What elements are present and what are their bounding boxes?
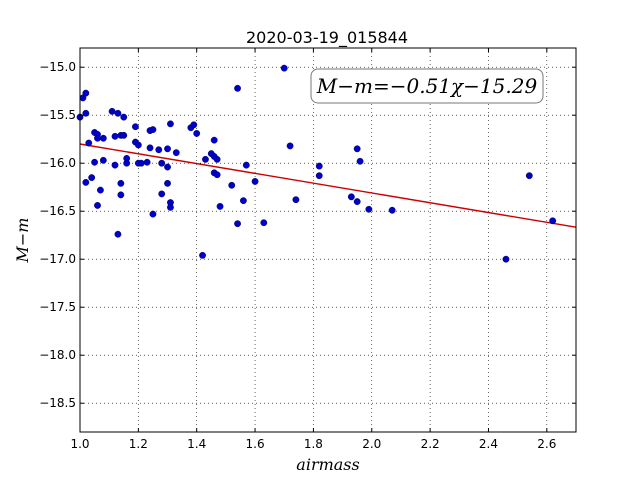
x-tick-label: 2.0 [362,437,381,451]
data-point [210,136,218,144]
data-point [164,163,171,171]
data-point [91,158,98,166]
data-point [213,171,221,179]
y-axis-label: M−m [13,218,32,264]
data-point [353,145,361,153]
data-point [132,123,139,131]
data-point [114,230,122,238]
data-point [239,197,247,205]
x-tick-label: 1.2 [129,437,148,451]
data-point [137,159,145,167]
y-tick-label: −18.0 [39,348,76,362]
data-point [117,191,125,199]
data-point [502,255,510,263]
y-tick-label: −15.0 [39,60,76,74]
data-point [99,134,107,142]
data-point [193,130,201,137]
data-point [82,109,90,117]
x-tick-label: 1.0 [70,437,89,451]
x-axis: 1.0 1.2 1.4 1.6 1.8 2.0 2.2 2.4 2.6 [70,48,556,451]
grid [80,48,576,432]
data-point [167,120,174,128]
data-point [213,155,221,163]
data-point [117,179,125,187]
data-point [97,186,104,194]
data-point [108,107,116,115]
data-point [164,179,171,187]
data-point [347,193,355,201]
data-point [549,217,557,225]
data-point [190,121,198,129]
data-point [149,126,157,134]
x-tick-label: 2.2 [421,437,440,451]
data-point [525,172,533,180]
data-point [114,109,122,117]
equation-text: M−m=−0.51χ−15.29 [316,74,538,98]
data-point [88,174,96,182]
x-axis-label: airmass [296,455,359,474]
data-point [234,84,241,92]
y-tick-label: −16.5 [39,204,76,218]
x-tick-label: 1.6 [246,437,265,451]
data-point [158,159,166,167]
x-tick-label: 2.6 [537,437,556,451]
data-point [94,202,101,209]
data-point [365,205,373,213]
data-point [202,155,209,163]
data-point [149,210,157,218]
data-point [82,178,90,186]
x-tick-label: 1.8 [304,437,323,451]
x-tick-label: 2.4 [479,437,498,451]
data-point [167,203,174,211]
data-point [134,141,142,149]
data-point [280,64,288,72]
data-point [85,139,93,147]
data-point [199,251,206,259]
data-point [146,144,154,152]
data-point [356,157,364,165]
y-tick-label: −16.0 [39,156,76,170]
y-tick-label: −15.5 [39,108,76,122]
plot-frame [79,47,577,433]
chart-title: 2020-03-19_015844 [246,28,408,48]
data-point [155,146,163,154]
data-point [315,162,323,170]
data-point [111,161,119,169]
data-point [111,132,119,140]
data-point [353,198,361,206]
data-point [388,206,396,214]
data-point [158,190,166,198]
equation-annotation: M−m=−0.51χ−15.29 [310,68,544,104]
data-point [120,113,128,121]
data-point [260,219,268,227]
x-tick-label: 1.4 [187,437,206,451]
data-point [82,89,90,97]
data-point [123,159,131,167]
data-point [164,145,171,153]
data-point [315,172,323,180]
fit-line [79,143,577,228]
y-tick-label: −18.5 [39,396,76,410]
data-point [94,134,101,142]
data-point [143,158,151,166]
data-point [234,220,241,228]
data-point [172,149,180,157]
data-point [216,202,224,210]
data-point [228,181,236,189]
data-point [292,196,300,204]
equation-box [310,68,544,104]
data-point [99,156,107,164]
y-tick-label: −17.0 [39,252,76,266]
data-point [120,131,128,139]
data-point [251,178,259,185]
y-axis: −15.0 −15.5 −16.0 −16.5 −17.0 −17.5 −18.0 −18.5 [39,60,576,410]
data-point [286,142,294,150]
data-point [242,161,250,169]
y-tick-label: −17.5 [39,300,76,314]
